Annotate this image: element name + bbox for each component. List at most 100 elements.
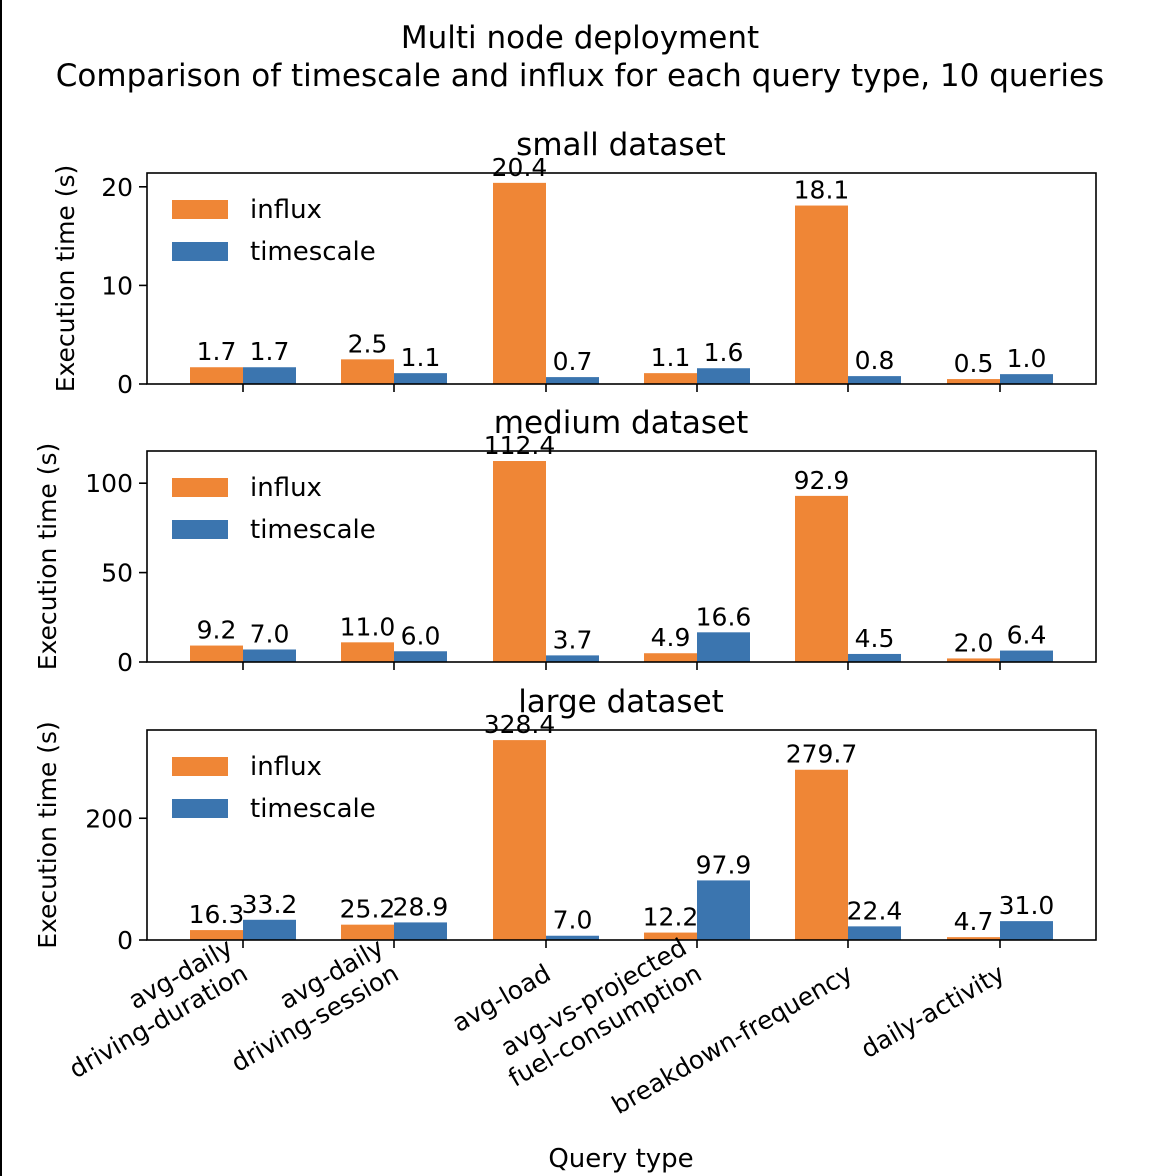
- bar-value-label: 0.8: [855, 346, 895, 375]
- y-axis-label: Execution time (s): [33, 721, 62, 949]
- bar-influx: [795, 769, 848, 940]
- bar-timescale: [546, 377, 599, 384]
- bar-influx: [493, 740, 546, 940]
- bar-value-label: 22.4: [847, 896, 903, 925]
- bar-influx: [493, 461, 546, 662]
- bar-timescale: [848, 376, 901, 384]
- legend-swatch-influx: [172, 478, 228, 497]
- bar-timescale: [243, 919, 296, 940]
- legend-swatch-timescale: [172, 242, 228, 261]
- bar-timescale: [697, 368, 750, 384]
- bar-value-label: 2.0: [954, 628, 994, 657]
- x-tick-label: daily-activity: [856, 958, 1010, 1064]
- y-tick-label: 20: [101, 173, 133, 202]
- axes-frame: [146, 729, 1097, 941]
- bar-value-label: 31.0: [999, 891, 1055, 920]
- bar-value-label: 1.1: [651, 343, 691, 372]
- bar-value-label: 7.0: [250, 619, 290, 648]
- bar-value-label: 112.4: [484, 431, 556, 460]
- legend-swatch-influx: [172, 757, 228, 776]
- bar-influx: [190, 367, 243, 384]
- bar-value-label: 97.9: [696, 850, 752, 879]
- bar-value-label: 20.4: [492, 153, 548, 182]
- x-axis-label: Query type: [548, 1144, 693, 1174]
- bar-timescale: [848, 926, 901, 940]
- axes-frame: [146, 450, 1097, 663]
- y-axis-label: Execution time (s): [33, 443, 62, 671]
- legend-swatch-timescale: [172, 799, 228, 818]
- bar-influx: [493, 182, 546, 384]
- legend-label-influx: influx: [250, 752, 322, 782]
- y-tick-label: 200: [85, 804, 133, 833]
- legend-label-timescale: timescale: [250, 237, 376, 267]
- bar-value-label: 1.1: [401, 343, 441, 372]
- bar-timescale: [1000, 374, 1053, 384]
- bar-influx: [190, 645, 243, 662]
- bar-influx: [644, 653, 697, 662]
- bar-timescale: [546, 935, 599, 940]
- legend-label-influx: influx: [250, 195, 322, 225]
- bar-value-label: 1.7: [197, 337, 237, 366]
- bar-timescale: [394, 373, 447, 384]
- bar-value-label: 4.9: [651, 623, 691, 652]
- bar-influx: [341, 642, 394, 662]
- x-tick-label-line: daily-activity: [856, 958, 1010, 1064]
- bar-timescale: [546, 655, 599, 662]
- bar-value-label: 9.2: [197, 616, 237, 645]
- y-tick-label: 0: [117, 926, 133, 955]
- subplot-title: small dataset: [516, 127, 726, 163]
- bar-timescale: [243, 367, 296, 384]
- bar-influx: [795, 495, 848, 662]
- bar-value-label: 33.2: [242, 890, 298, 919]
- bar-timescale: [394, 651, 447, 662]
- bar-influx: [947, 379, 1000, 384]
- subplot-2: medium dataset 9.2 11.0 112.4 4.9 92.9 2.0 7.0 6…: [33, 405, 1097, 677]
- bar-value-label: 18.1: [794, 176, 850, 205]
- y-tick-label: 100: [85, 469, 133, 498]
- bar-value-label: 4.5: [855, 624, 895, 653]
- bar-value-label: 6.0: [401, 621, 441, 650]
- bar-timescale: [243, 649, 296, 662]
- bar-influx: [947, 937, 1000, 940]
- bar-value-label: 6.4: [1007, 621, 1047, 650]
- bar-value-label: 28.9: [393, 892, 449, 921]
- bar-value-label: 0.5: [954, 349, 994, 378]
- bar-timescale: [697, 880, 750, 940]
- bar-value-label: 1.0: [1007, 344, 1047, 373]
- y-tick-label: 0: [117, 648, 133, 677]
- subplot-title: medium dataset: [494, 405, 748, 441]
- bar-value-label: 12.2: [643, 903, 699, 932]
- y-tick-label: 50: [101, 559, 133, 588]
- bar-timescale: [1000, 650, 1053, 662]
- bar-value-label: 7.0: [553, 906, 593, 935]
- bar-value-label: 25.2: [340, 895, 396, 924]
- bar-influx: [341, 924, 394, 940]
- y-axis-label: Execution time (s): [51, 165, 80, 393]
- bar-value-label: 0.7: [553, 347, 593, 376]
- bar-value-label: 4.7: [954, 907, 994, 936]
- bar-influx: [947, 658, 1000, 662]
- figure-left-border: [0, 0, 2, 1176]
- bar-influx: [795, 205, 848, 384]
- bar-timescale: [1000, 921, 1053, 940]
- bar-value-label: 279.7: [786, 740, 858, 769]
- bar-influx: [644, 932, 697, 940]
- bar-timescale: [697, 632, 750, 662]
- figure-subtitle: Comparison of timescale and influx for e…: [56, 58, 1104, 94]
- bar-value-label: 16.6: [696, 602, 752, 631]
- legend-swatch-influx: [172, 200, 228, 219]
- y-tick-label: 0: [117, 370, 133, 399]
- bar-value-label: 92.9: [794, 466, 850, 495]
- subplot-3: large dataset 16.3 25.2 328.4 12.2 279.7 4.7 33…: [33, 684, 1097, 955]
- figure-title: Multi node deployment: [401, 20, 759, 56]
- legend-label-timescale: timescale: [250, 794, 376, 824]
- bar-value-label: 16.3: [189, 900, 245, 929]
- axes-frame: [146, 172, 1097, 385]
- bar-influx: [341, 359, 394, 384]
- bar-timescale: [394, 922, 447, 940]
- y-tick-label: 10: [101, 271, 133, 300]
- legend-label-timescale: timescale: [250, 515, 376, 545]
- x-tick-label: avg-dailydriving-session: [211, 932, 404, 1077]
- subplot-1: small dataset 1.7 2.5 20.4 1.1 18.1 0.5 1.7 1.1 0…: [51, 127, 1097, 399]
